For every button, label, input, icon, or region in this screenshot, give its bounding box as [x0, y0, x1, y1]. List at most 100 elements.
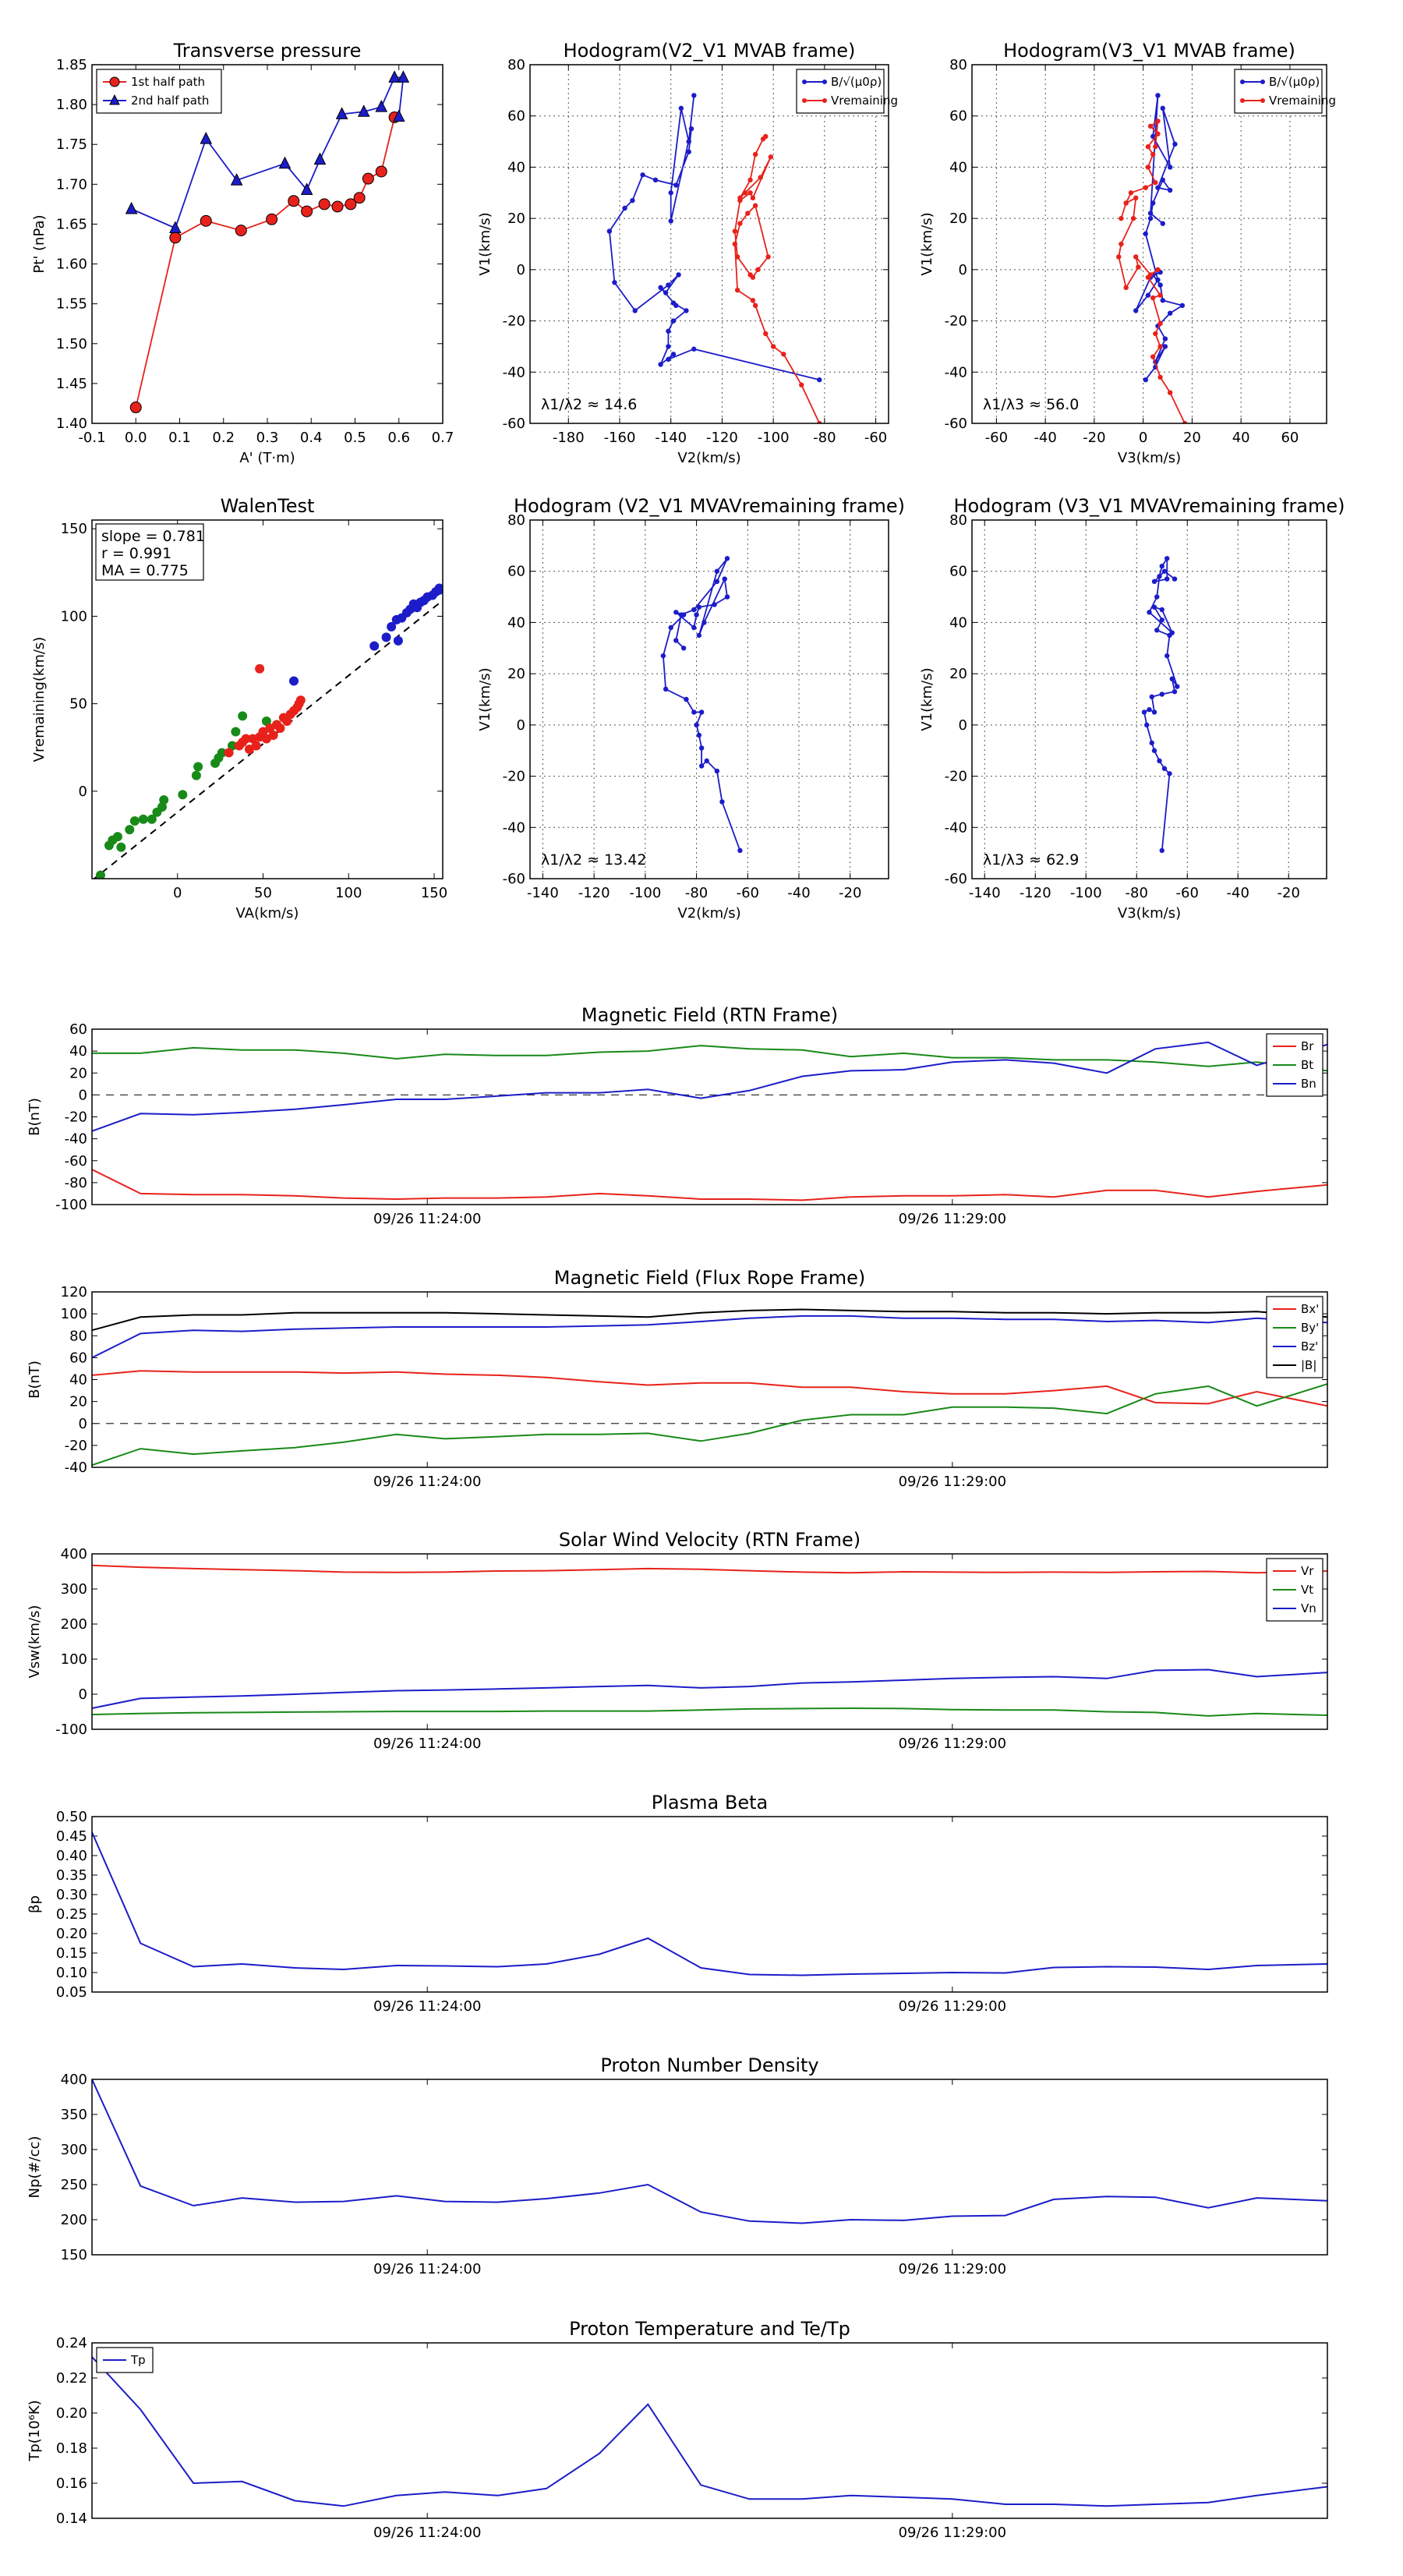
y-tick-label: 100	[61, 608, 87, 625]
data-point	[666, 356, 671, 363]
data-point	[289, 676, 299, 686]
x-tick-label: 09/26 11:24:00	[373, 2525, 481, 2541]
y-axis-label: Np(#/cc)	[27, 2136, 43, 2199]
y-tick-label: 0.25	[56, 1906, 87, 1923]
data-point	[1155, 267, 1161, 273]
data-point	[357, 104, 370, 117]
data-point	[125, 825, 135, 835]
x-tick-label: 09/26 11:29:00	[899, 1474, 1006, 1490]
y-tick-label: 80	[949, 57, 967, 73]
y-tick-label: 0	[959, 262, 967, 278]
data-point	[1151, 748, 1157, 753]
legend-label: B/√(μ0ρ)	[831, 75, 882, 89]
data-point	[1172, 688, 1178, 695]
y-tick-label: -40	[945, 364, 967, 380]
y-tick-label: -100	[55, 1721, 87, 1738]
data-point	[1157, 374, 1163, 380]
chart-h3: Hodogram (V2_V1 MVAVremaining frame)-60-…	[477, 495, 905, 922]
x-tick-label: 20	[1183, 430, 1201, 446]
y-tick-label: -100	[55, 1197, 87, 1213]
axes-frame	[529, 64, 889, 424]
chart-title: Solar Wind Velocity (RTN Frame)	[559, 1529, 861, 1551]
data-point	[1159, 563, 1164, 569]
data-point	[817, 377, 822, 383]
data-point	[663, 686, 669, 692]
series-bz--line	[92, 1315, 1327, 1359]
data-point	[747, 177, 753, 183]
y-tick-label: 1.85	[56, 57, 87, 73]
chart-beta: Plasma Beta 0.05 0.10 0.15 0.20 0.25 0.30 0.35 0…	[27, 1792, 1328, 2015]
y-tick-label: 1.80	[56, 97, 87, 113]
x-tick-label: -60	[864, 430, 887, 446]
data-point	[1157, 292, 1163, 298]
x-tick-label: 0.4	[300, 430, 323, 446]
y-tick-label: -80	[65, 1175, 87, 1191]
data-point	[1149, 694, 1154, 699]
data-point	[737, 847, 743, 854]
data-point	[691, 346, 697, 352]
y-tick-label: -40	[945, 819, 967, 836]
chart-title: Proton Number Density	[600, 2054, 818, 2076]
data-point	[191, 770, 201, 780]
data-point	[712, 602, 717, 607]
plot-area	[1141, 556, 1180, 854]
data-point	[200, 131, 213, 144]
y-tick-label: 50	[69, 696, 87, 713]
data-point	[1159, 847, 1164, 854]
data-point	[1172, 141, 1178, 147]
series-beta-line	[92, 1831, 1327, 1976]
data-point	[747, 272, 753, 278]
legend-label: Bx'	[1301, 1302, 1319, 1316]
data-point	[397, 70, 410, 83]
series-vremaining-line	[1118, 119, 1186, 423]
data-point	[1160, 105, 1165, 111]
plot-area	[93, 583, 443, 879]
y-tick-label: 150	[61, 2247, 87, 2263]
y-tick-label: -40	[503, 819, 525, 836]
data-point	[268, 731, 278, 740]
y-tick-label: 0.14	[56, 2511, 87, 2527]
data-point	[724, 556, 730, 561]
y-tick-label: 80	[507, 512, 525, 529]
y-tick-label: 0	[517, 717, 525, 734]
x-tick-label: -120	[578, 885, 610, 901]
series--b--line	[92, 1308, 1327, 1332]
y-tick-label: 0.16	[56, 2475, 87, 2492]
data-point	[678, 612, 684, 617]
data-point	[1159, 607, 1164, 613]
x-tick-label: -40	[1227, 885, 1249, 901]
data-point	[230, 173, 243, 186]
y-tick-label: 1.70	[56, 176, 87, 193]
data-point	[335, 107, 348, 119]
data-point	[159, 795, 169, 805]
data-point	[1157, 282, 1163, 288]
legend-marker	[1260, 98, 1265, 103]
y-tick-label: 0	[79, 1416, 87, 1432]
legend-label: Vt	[1301, 1583, 1313, 1597]
data-point	[1167, 187, 1173, 193]
y-axis-label: Vsw(km/s)	[27, 1605, 43, 1679]
data-point	[666, 328, 671, 334]
data-point	[1161, 766, 1168, 771]
data-point	[702, 620, 707, 625]
plot-area	[92, 2079, 1327, 2224]
data-point	[737, 221, 743, 226]
legend-marker	[109, 76, 120, 87]
data-point	[640, 172, 645, 178]
y-tick-label: 40	[949, 159, 967, 175]
y-tick-label: 300	[61, 2142, 87, 2158]
x-axis-label: V3(km/s)	[1118, 905, 1181, 922]
data-point	[1147, 123, 1154, 129]
chart-title: Magnetic Field (Flux Rope Frame)	[554, 1267, 865, 1289]
x-tick-label: -160	[604, 430, 636, 446]
chart-title: WalenTest	[221, 495, 315, 517]
series-1st-half-path-line	[135, 117, 395, 408]
legend-label: Vremaining	[1269, 94, 1336, 108]
data-point	[434, 583, 443, 593]
x-tick-label: 09/26 11:29:00	[899, 1998, 1006, 2015]
axes-frame	[91, 1553, 1328, 1730]
y-axis-label: V1(km/s)	[919, 212, 935, 275]
y-tick-label: 60	[949, 108, 967, 125]
legend: B/√(μ0ρ) Vremaining	[796, 69, 898, 114]
legend-label: Tp	[130, 2353, 146, 2367]
